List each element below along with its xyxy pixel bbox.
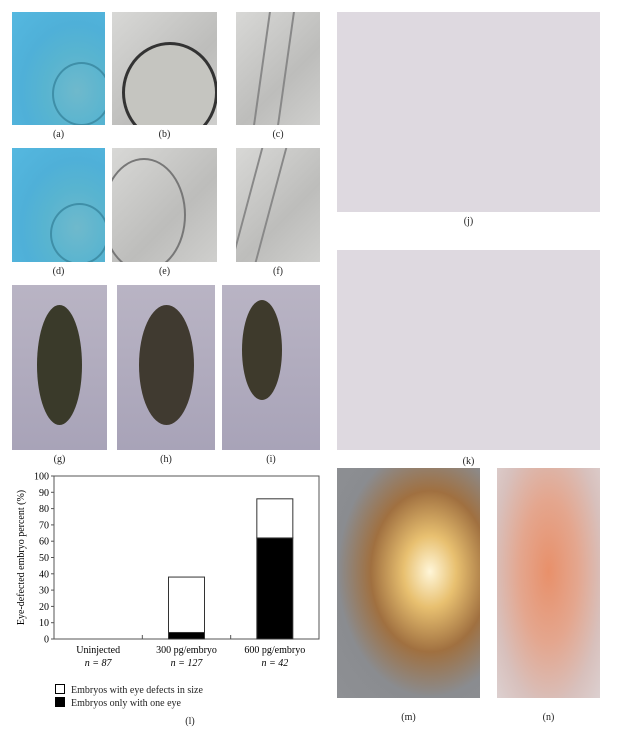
legend-label: Embryos only with one eye	[71, 698, 181, 709]
y-tick-label: 0	[44, 635, 49, 646]
bar-segment	[168, 576, 205, 633]
panel-label-g: (g)	[53, 454, 66, 465]
legend-swatch-black	[55, 697, 65, 707]
photo-k	[337, 250, 600, 450]
photo-i	[222, 285, 320, 450]
legend-item: Embryos only with one eye	[55, 697, 181, 709]
photo-j	[337, 12, 600, 212]
y-axis-label: Eye-defected embryo percent (%)	[16, 490, 27, 625]
panel-label-f: (f)	[273, 266, 283, 277]
panel-label-c: (c)	[272, 129, 284, 140]
photo-m	[337, 468, 480, 698]
legend-label: Embryos with eye defects in size	[71, 685, 203, 696]
y-tick-label: 30	[39, 586, 49, 597]
panel-label-a: (a)	[52, 129, 65, 140]
photo-h	[117, 285, 215, 450]
panel-label-b: (b)	[158, 129, 171, 140]
panel-label-h: (h)	[160, 454, 172, 465]
y-tick-label: 100	[34, 472, 49, 483]
photo-d	[12, 148, 105, 262]
x-tick-label: Uninjected	[76, 645, 120, 656]
photo-f	[236, 148, 320, 262]
panel-label-n: (n)	[542, 712, 555, 723]
y-tick-label: 60	[39, 537, 49, 548]
y-tick-label: 70	[39, 520, 49, 531]
panel-label-m: (m)	[401, 712, 416, 723]
y-tick-label: 90	[39, 488, 49, 499]
photo-c	[236, 12, 320, 125]
panel-label-i: (i)	[266, 454, 276, 465]
x-tick-label: 300 pg/embryo	[156, 645, 217, 656]
photo-g	[12, 285, 107, 450]
panel-label-e: (e)	[158, 266, 171, 277]
x-sample-size: n = 127	[171, 658, 204, 669]
photo-n	[497, 468, 600, 698]
y-tick-label: 80	[39, 504, 49, 515]
x-tick-label: 600 pg/embryo	[244, 645, 305, 656]
y-tick-label: 40	[39, 569, 49, 580]
y-tick-label: 10	[39, 618, 49, 629]
x-sample-size: n = 42	[261, 658, 288, 669]
legend-swatch-white	[55, 684, 65, 694]
panel-label-d: (d)	[52, 266, 65, 277]
bar-segment	[168, 631, 205, 640]
x-sample-size: n = 87	[85, 658, 113, 669]
photo-a	[12, 12, 105, 125]
y-tick-label: 50	[39, 553, 49, 564]
photo-b	[112, 12, 217, 125]
bar-segment	[256, 537, 294, 640]
y-tick-label: 20	[39, 602, 49, 613]
legend-item: Embryos with eye defects in size	[55, 684, 203, 696]
panel-label-j: (j)	[463, 216, 474, 227]
photo-e	[112, 148, 217, 262]
bar-chart: 0 10 20 30 40 50 60 70 80 90 100 Eye-defected embry…	[16, 472, 320, 669]
panel-label-k: (k)	[462, 456, 475, 467]
panel-label-l: (l)	[185, 716, 195, 727]
bar-segment	[256, 498, 294, 539]
